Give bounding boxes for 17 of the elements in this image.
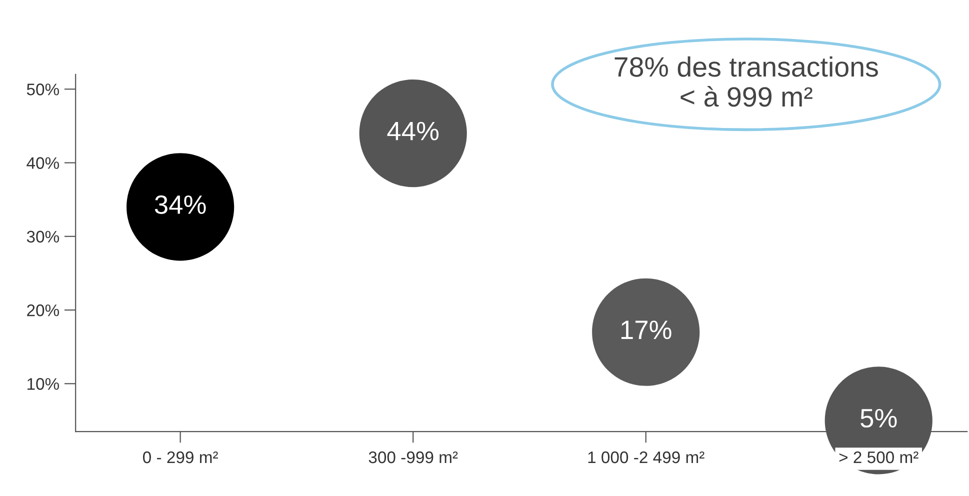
x-tick-label: 0 - 299 m² [143,451,218,464]
data-label: 17% [621,320,672,340]
y-tick-label: 30% [26,230,60,243]
annotation: 78% des transactions < à 999 m² [614,56,878,107]
point [359,80,467,188]
data-label: 5% [860,408,897,428]
data-label: 34% [154,195,206,214]
y-tick-label: 50% [26,84,60,96]
y-tick-label: 10% [28,378,60,390]
point [126,153,234,261]
y-tick-label: 40% [26,157,60,169]
y-tick-label: 20% [27,304,60,316]
data-label: 44% [387,122,439,140]
x-tick-label: > 2 500 m² [839,451,918,464]
x-tick-label: 1 000 -2 499 m² [588,451,704,464]
x-tick-label: 300 -999 m² [368,451,458,464]
point [592,278,700,386]
